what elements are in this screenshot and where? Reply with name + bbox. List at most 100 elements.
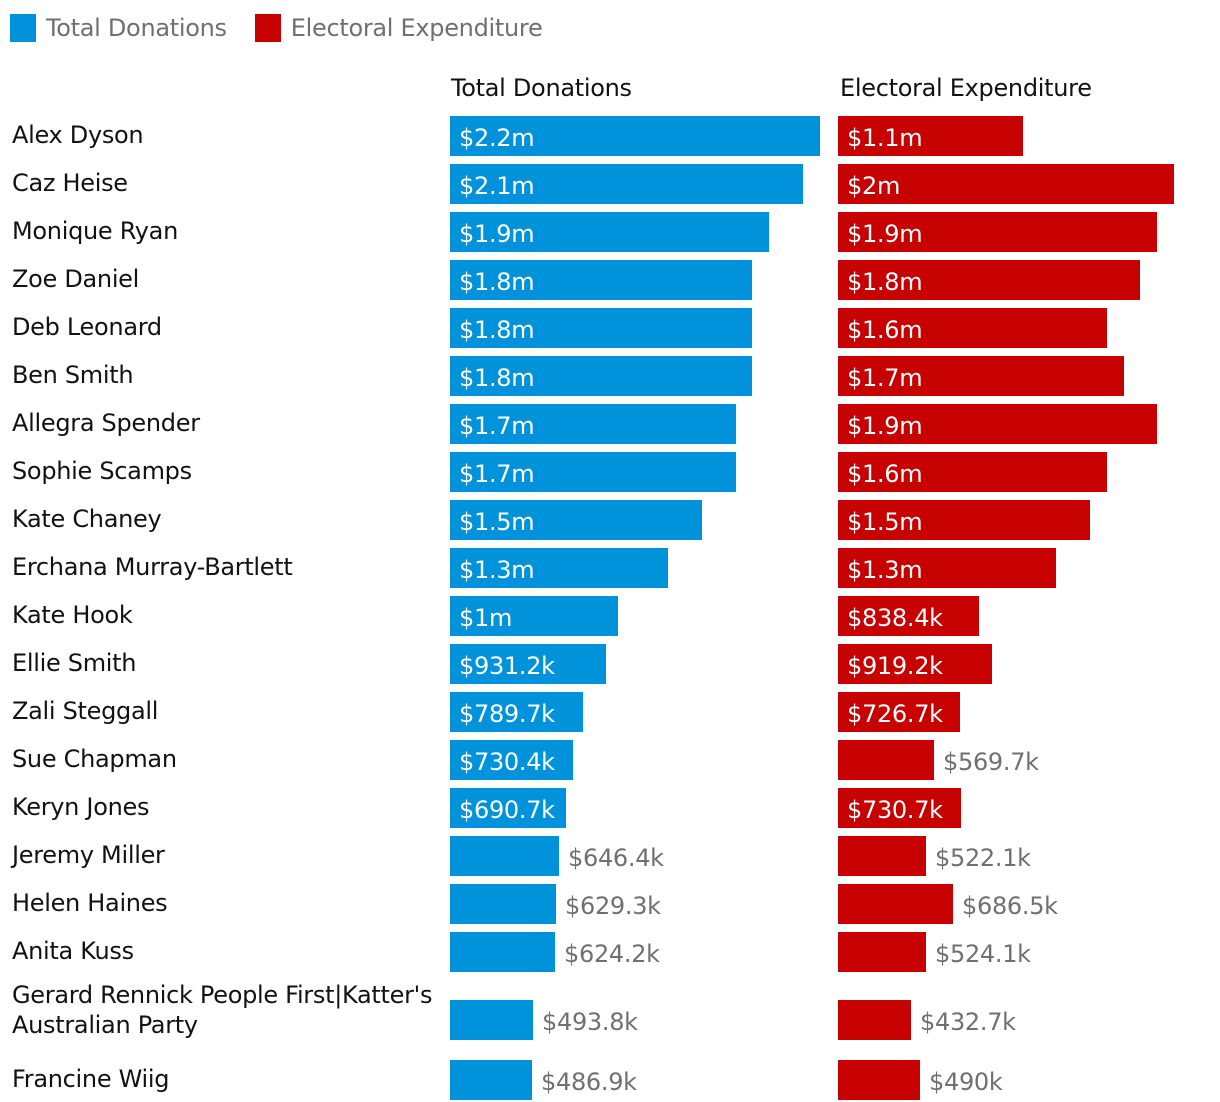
bar-total-donations: [450, 116, 820, 156]
data-label: $646.4k: [568, 844, 664, 872]
bar-total-donations: [450, 884, 556, 924]
data-label: $686.5k: [962, 892, 1058, 920]
bar-electoral-expenditure: [838, 1060, 920, 1100]
row-label: Allegra Spender: [12, 409, 200, 437]
data-label: $1.5m: [847, 508, 923, 536]
data-label: $1.1m: [847, 124, 923, 152]
legend-label: Total Donations: [46, 14, 227, 42]
data-label: $493.8k: [542, 1008, 638, 1036]
bar-total-donations: [450, 596, 618, 636]
row-label: Anita Kuss: [12, 937, 134, 965]
bar-total-donations: [450, 164, 803, 204]
data-label: $1.9m: [459, 220, 535, 248]
bar-total-donations: [450, 308, 752, 348]
bar-electoral-expenditure: [838, 500, 1090, 540]
bar-electoral-expenditure: [838, 740, 934, 780]
data-label: $726.7k: [847, 700, 943, 728]
bar-electoral-expenditure: [838, 596, 979, 636]
data-label: $1.6m: [847, 316, 923, 344]
bar-total-donations: [450, 932, 555, 972]
bar-electoral-expenditure: [838, 116, 1023, 156]
row-label: Kate Hook: [12, 601, 133, 629]
data-label: $1.8m: [847, 268, 923, 296]
bar-electoral-expenditure: [838, 836, 926, 876]
legend-swatch-electoral-expenditure: [254, 14, 281, 42]
column-header-electoral-expenditure: Electoral Expenditure: [840, 74, 1092, 102]
data-label: $1.3m: [459, 556, 535, 584]
data-label: $1.3m: [847, 556, 923, 584]
bar-electoral-expenditure: [838, 1000, 911, 1040]
data-label: $730.7k: [847, 796, 943, 824]
column-header-total-donations: Total Donations: [451, 74, 632, 102]
bar-total-donations: [450, 260, 752, 300]
row-label: Kate Chaney: [12, 505, 162, 533]
data-label: $486.9k: [541, 1068, 637, 1096]
bar-electoral-expenditure: [838, 788, 961, 828]
data-label: $1.9m: [847, 220, 923, 248]
bar-total-donations: [450, 836, 559, 876]
legend-swatch-total-donations: [10, 14, 36, 42]
row-label: Deb Leonard: [12, 313, 162, 341]
legend: Total Donations Electoral Expenditure: [10, 12, 570, 44]
bar-total-donations: [450, 644, 606, 684]
data-label: $1.7m: [459, 412, 535, 440]
bar-electoral-expenditure: [838, 452, 1107, 492]
data-label: $1.9m: [847, 412, 923, 440]
bar-total-donations: [450, 212, 769, 252]
row-label: Caz Heise: [12, 169, 128, 197]
row-label: Alex Dyson: [12, 121, 144, 149]
bar-total-donations: [450, 740, 573, 780]
bar-electoral-expenditure: [838, 548, 1056, 588]
row-label: Sue Chapman: [12, 745, 177, 773]
data-label: $624.2k: [564, 940, 660, 968]
legend-item-electoral-expenditure: Electoral Expenditure: [254, 14, 543, 42]
data-label: $1m: [459, 604, 513, 632]
legend-label: Electoral Expenditure: [290, 14, 543, 42]
bar-electoral-expenditure: [838, 308, 1107, 348]
row-label: Keryn Jones: [12, 793, 150, 821]
bar-electoral-expenditure: [838, 260, 1140, 300]
data-label: $1.7m: [847, 364, 923, 392]
bar-total-donations: [450, 356, 752, 396]
bar-electoral-expenditure: [838, 212, 1157, 252]
data-label: $432.7k: [920, 1008, 1016, 1036]
row-label: Ellie Smith: [12, 649, 137, 677]
data-label: $1.8m: [459, 268, 535, 296]
data-label: $1.6m: [847, 460, 923, 488]
data-label: $730.4k: [459, 748, 555, 776]
data-label: $1.8m: [459, 364, 535, 392]
data-label: $931.2k: [459, 652, 555, 680]
data-label: $524.1k: [935, 940, 1031, 968]
data-label: $1.7m: [459, 460, 535, 488]
row-label: Monique Ryan: [12, 217, 178, 245]
bar-electoral-expenditure: [838, 164, 1174, 204]
data-label: $789.7k: [459, 700, 555, 728]
bar-total-donations: [450, 692, 583, 732]
bar-electoral-expenditure: [838, 356, 1124, 396]
bar-total-donations: [450, 548, 668, 588]
data-label: $522.1k: [935, 844, 1031, 872]
row-label: Zoe Daniel: [12, 265, 140, 293]
row-label: Gerard Rennick People First|Katter's Aus…: [12, 981, 433, 1039]
data-label: $2m: [847, 172, 901, 200]
data-label: $569.7k: [943, 748, 1039, 776]
row-label: Helen Haines: [12, 889, 168, 917]
bar-total-donations: [450, 1060, 532, 1100]
bar-total-donations: [450, 404, 736, 444]
bar-electoral-expenditure: [838, 884, 953, 924]
row-label: Jeremy Miller: [12, 841, 165, 869]
data-label: $919.2k: [847, 652, 943, 680]
bar-total-donations: [450, 1000, 533, 1040]
data-label: $629.3k: [565, 892, 661, 920]
data-label: $490k: [929, 1068, 1003, 1096]
row-label: Zali Steggall: [12, 697, 159, 725]
data-label: $2.1m: [459, 172, 535, 200]
data-label: $838.4k: [847, 604, 943, 632]
bar-electoral-expenditure: [838, 692, 960, 732]
row-label: Ben Smith: [12, 361, 134, 389]
row-label: Francine Wiig: [12, 1065, 170, 1093]
bar-electoral-expenditure: [838, 932, 926, 972]
bar-total-donations: [450, 788, 566, 828]
data-label: $1.5m: [459, 508, 535, 536]
